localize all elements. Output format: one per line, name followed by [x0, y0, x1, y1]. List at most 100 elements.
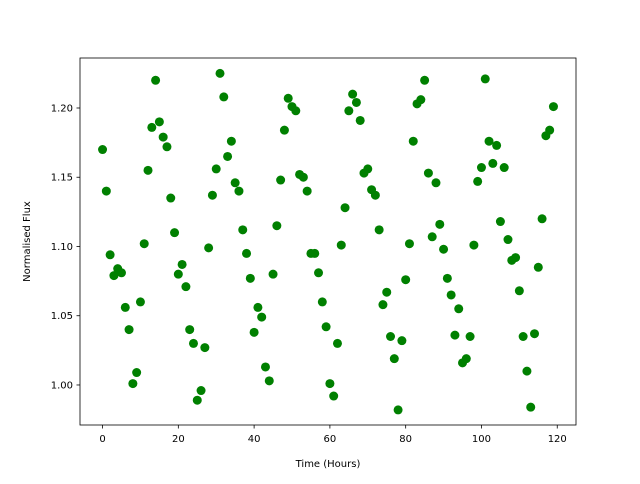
point: [124, 325, 134, 335]
point: [321, 322, 331, 332]
point: [211, 164, 221, 174]
point: [298, 172, 308, 182]
point: [283, 93, 293, 103]
point: [219, 92, 229, 102]
point: [291, 106, 301, 116]
point: [454, 304, 464, 314]
point: [260, 362, 270, 372]
point: [518, 332, 528, 342]
point: [264, 376, 274, 386]
point: [514, 286, 524, 296]
point: [253, 302, 263, 312]
point: [101, 186, 111, 196]
point: [355, 115, 365, 125]
point: [461, 354, 471, 364]
point: [279, 125, 289, 135]
point: [499, 163, 509, 173]
point: [276, 175, 286, 185]
x-tick-label: 40: [248, 434, 261, 445]
point: [389, 354, 399, 364]
point: [215, 68, 225, 78]
point: [192, 395, 202, 405]
point: [188, 338, 198, 348]
point: [116, 268, 126, 278]
point: [249, 327, 259, 337]
point: [139, 239, 149, 249]
x-tick-label: 80: [399, 434, 412, 445]
point: [522, 366, 532, 376]
point: [473, 176, 483, 186]
point: [548, 102, 558, 112]
point: [480, 74, 490, 84]
point: [105, 250, 115, 260]
point: [317, 297, 327, 307]
point: [348, 89, 358, 99]
point: [446, 290, 456, 300]
x-tick-label: 0: [99, 434, 105, 445]
point: [404, 239, 414, 249]
point: [173, 269, 183, 279]
x-tick-label: 60: [324, 434, 337, 445]
point: [492, 140, 502, 150]
y-tick-label: 1.20: [51, 103, 73, 114]
point: [329, 391, 339, 401]
point: [439, 244, 449, 254]
point: [363, 164, 373, 174]
point: [234, 186, 244, 196]
point: [427, 232, 437, 242]
point: [450, 330, 460, 340]
point: [442, 273, 452, 283]
x-tick-label: 20: [172, 434, 185, 445]
point: [530, 329, 540, 339]
point: [268, 269, 278, 279]
point: [242, 248, 252, 258]
point: [351, 97, 361, 107]
point: [431, 178, 441, 188]
point: [386, 332, 396, 342]
point: [488, 158, 498, 168]
x-axis-label: Time (Hours): [295, 459, 361, 470]
point: [370, 190, 380, 200]
point: [109, 271, 119, 281]
y-tick-label: 1.10: [51, 242, 73, 253]
point: [397, 336, 407, 346]
point: [484, 136, 494, 146]
point: [238, 225, 248, 235]
point: [170, 228, 180, 238]
point: [533, 262, 543, 272]
point: [223, 151, 233, 161]
point: [245, 273, 255, 283]
point: [332, 338, 342, 348]
point: [503, 235, 513, 245]
point: [382, 287, 392, 297]
point: [158, 132, 168, 142]
point: [495, 217, 505, 227]
point: [469, 240, 479, 250]
point: [465, 332, 475, 342]
point: [325, 379, 335, 389]
y-tick-label: 1.05: [51, 311, 73, 322]
point: [204, 243, 214, 253]
point: [207, 190, 217, 200]
point: [537, 214, 547, 224]
point: [526, 402, 536, 412]
point: [128, 379, 138, 389]
x-tick-label: 100: [472, 434, 491, 445]
point: [408, 136, 418, 146]
point: [135, 297, 145, 307]
point: [162, 142, 172, 152]
point: [423, 168, 433, 178]
y-axis-label: Normalised Flux: [22, 201, 33, 282]
point: [378, 300, 388, 310]
x-tick-label: 120: [548, 434, 567, 445]
point: [310, 248, 320, 258]
point: [476, 163, 486, 173]
point: [185, 325, 195, 335]
point: [257, 312, 267, 322]
point: [181, 282, 191, 292]
point: [151, 75, 161, 85]
point: [511, 253, 521, 263]
point: [272, 221, 282, 231]
point: [314, 268, 324, 278]
